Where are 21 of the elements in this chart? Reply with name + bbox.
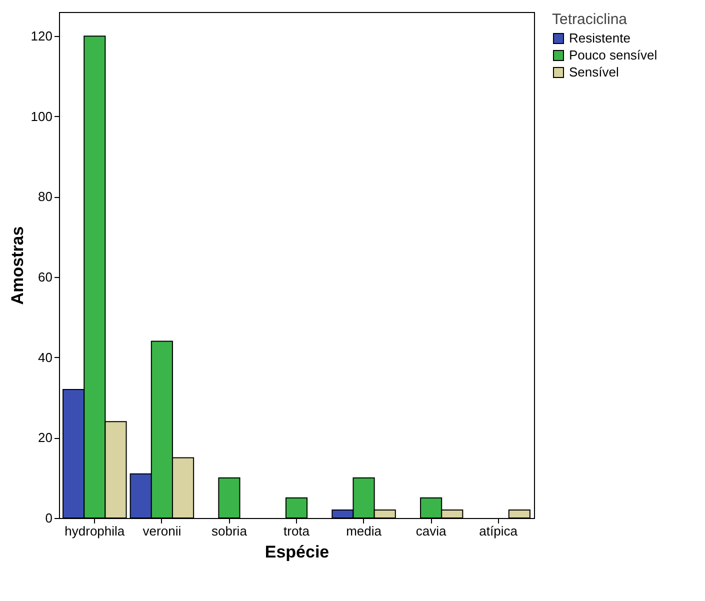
legend-label: Sensível [569, 64, 619, 80]
y-tick-label: 60 [38, 270, 52, 285]
legend-title: Tetraciclina [552, 11, 628, 28]
x-tick-label: media [346, 524, 382, 538]
y-tick-label: 100 [30, 108, 52, 124]
y-tick-label: 20 [38, 430, 52, 446]
y-tick-label: 120 [30, 28, 52, 44]
y-tick-label: 80 [38, 189, 52, 204]
x-tick-label: trota [283, 524, 310, 538]
y-axis-title: Amostras [8, 226, 27, 305]
x-tick-label: atípica [479, 524, 518, 538]
x-tick-label: veronii [142, 524, 182, 538]
x-tick-label: sobria [212, 524, 248, 538]
x-tick-label: hydrophila [64, 524, 126, 538]
y-tick-label: 0 [45, 510, 52, 526]
x-tick-label: cavia [416, 524, 447, 538]
legend-label: Pouco sensível [569, 48, 658, 62]
y-tick-label: 40 [38, 350, 52, 365]
legend-label: Resistente [569, 30, 630, 46]
bar [508, 509, 530, 518]
x-axis-title: Espécie [264, 542, 330, 562]
